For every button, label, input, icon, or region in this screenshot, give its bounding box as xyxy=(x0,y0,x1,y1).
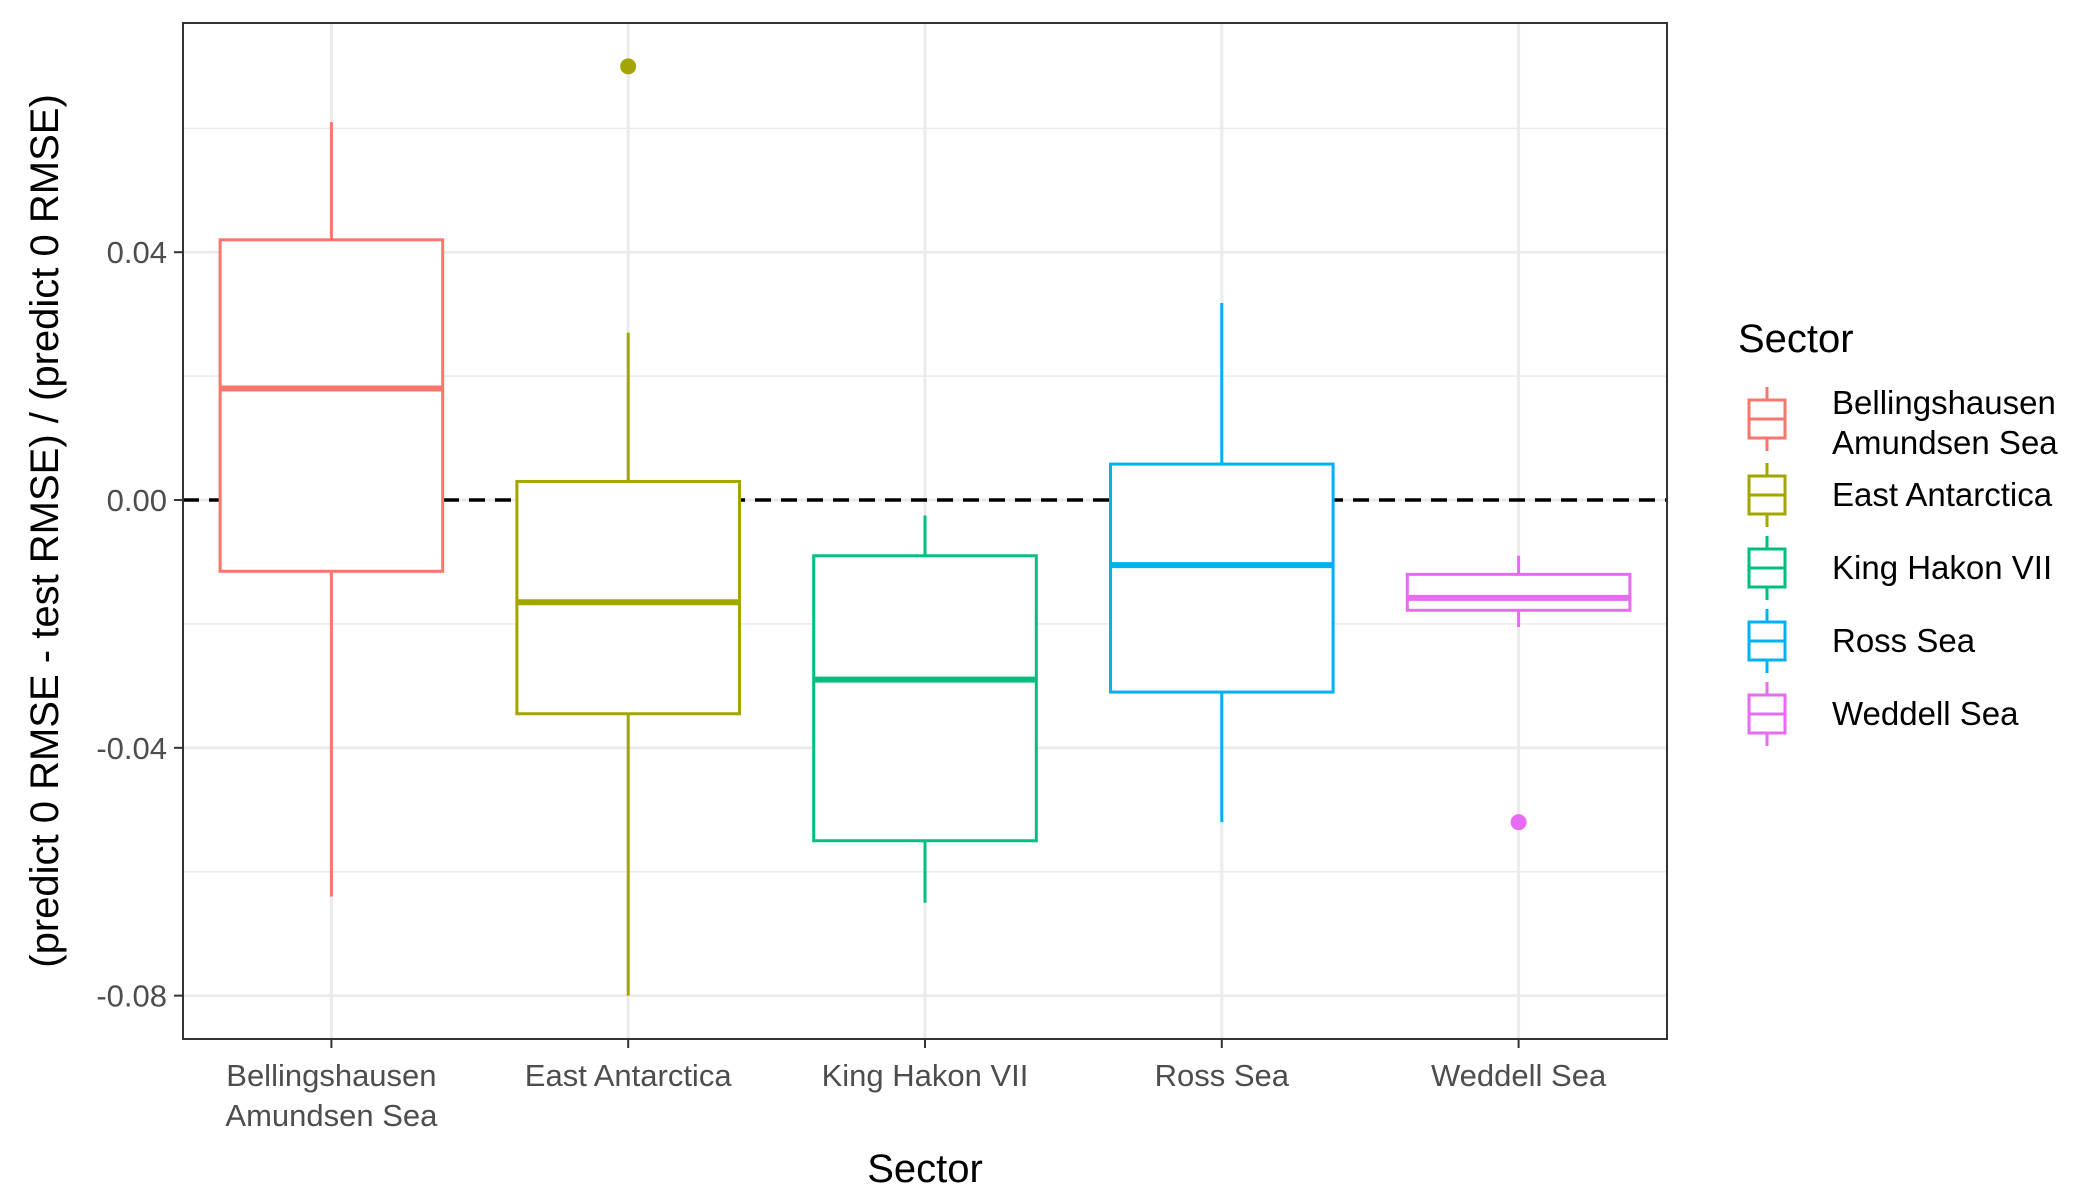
legend-label: Bellingshausen Amundsen Sea xyxy=(1832,384,2058,461)
x-tick-label: Ross Sea xyxy=(1155,1058,1290,1093)
x-axis-title: Sector xyxy=(867,1147,983,1191)
x-tick-label: East Antarctica xyxy=(525,1058,733,1093)
y-tick-label: -0.04 xyxy=(96,731,167,766)
legend-label: Weddell Sea xyxy=(1832,695,2019,732)
legend-title: Sector xyxy=(1738,317,1854,361)
box-group xyxy=(515,58,742,996)
box-iqr xyxy=(515,479,742,716)
y-tick-label: -0.08 xyxy=(96,979,167,1014)
x-axis: Bellingshausen Amundsen Sea East Antarctic… xyxy=(225,1039,1607,1133)
boxes xyxy=(218,58,1632,996)
legend-items: Bellingshausen Amundsen Sea East Antarctic… xyxy=(1747,384,2058,746)
x-tick-label: King Hakon VII xyxy=(822,1058,1029,1093)
box-group xyxy=(1109,303,1335,823)
box-iqr xyxy=(812,554,1038,843)
legend-item: East Antarctica xyxy=(1747,463,2053,527)
legend-item: King Hakon VII xyxy=(1747,536,2052,600)
y-axis-title: (predict 0 RMSE - test RMSE) / (predict … xyxy=(23,94,67,968)
box-group xyxy=(218,122,445,897)
legend-label: King Hakon VII xyxy=(1832,549,2052,586)
plot-panel xyxy=(182,22,1668,1040)
y-tick-label: 0.00 xyxy=(107,483,167,518)
box-group xyxy=(812,515,1038,903)
legend-item: Bellingshausen Amundsen Sea xyxy=(1747,384,2058,461)
legend-label: East Antarctica xyxy=(1832,476,2053,513)
x-tick-label: Weddell Sea xyxy=(1431,1058,1607,1093)
legend: Sector Bellingshausen Amundsen Sea East An… xyxy=(1738,317,2058,746)
legend-label: Ross Sea xyxy=(1832,622,1976,659)
box-iqr xyxy=(1405,572,1632,612)
box-iqr xyxy=(218,238,445,573)
legend-item: Ross Sea xyxy=(1747,609,1976,673)
box-iqr xyxy=(1109,462,1335,694)
y-tick-label: 0.04 xyxy=(107,235,167,270)
box-group xyxy=(1405,555,1632,831)
outlier-point xyxy=(1510,814,1527,831)
legend-item: Weddell Sea xyxy=(1747,682,2019,746)
y-axis: -0.08 -0.04 0.00 0.04 xyxy=(96,235,183,1014)
x-tick-label: Bellingshausen Amundsen Sea xyxy=(225,1058,438,1133)
outlier-point xyxy=(620,58,637,75)
